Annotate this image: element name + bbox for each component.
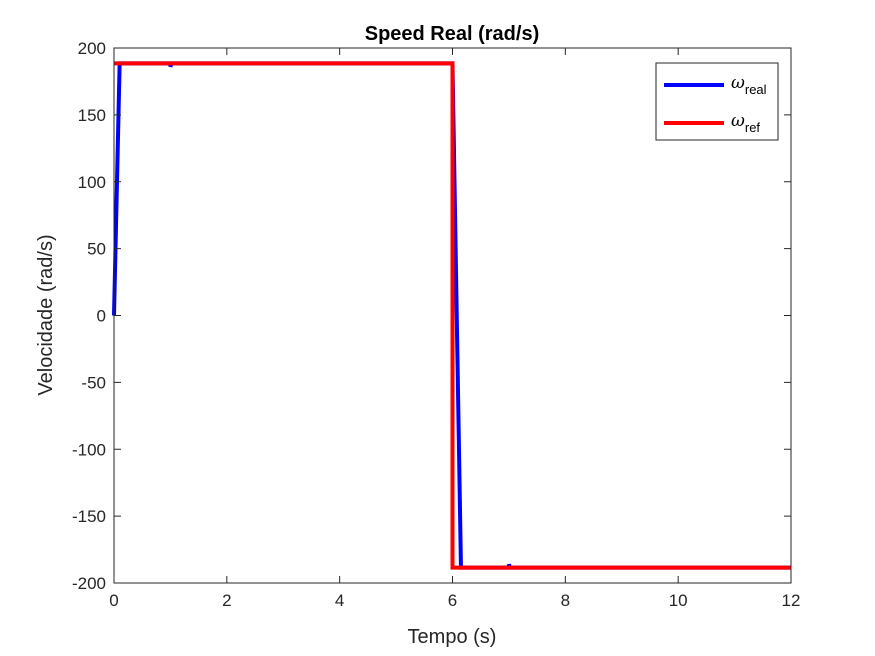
- x-tick-label: 8: [561, 591, 570, 610]
- x-tick-label: 10: [669, 591, 688, 610]
- y-tick-label: 100: [78, 173, 106, 192]
- legend-label-real: ωreal: [731, 73, 767, 97]
- y-tick-label: -150: [72, 507, 106, 526]
- y-tick-label: 50: [87, 240, 106, 259]
- series-line-ref: [114, 61, 791, 570]
- x-tick-label: 12: [782, 591, 801, 610]
- x-axis-label: Tempo (s): [408, 626, 497, 648]
- y-tick-label: -100: [72, 440, 106, 459]
- x-tick-label: 2: [222, 591, 231, 610]
- legend-box: [655, 62, 779, 141]
- y-tick-label: -200: [72, 574, 106, 593]
- x-tick-label: 6: [448, 591, 457, 610]
- ticks-layer: 0 2 4 6 8 10 12 -200 -150 -100 -50 0 50 100 150 200: [72, 39, 800, 610]
- y-axis-label: Velocidade (rad/s): [35, 234, 57, 395]
- series-layer: [112, 61, 791, 570]
- chart-title: Speed Real (rad/s): [365, 23, 540, 45]
- legend-symbol: ω: [731, 73, 745, 93]
- legend-subscript: real: [745, 82, 767, 97]
- legend-subscript: ref: [745, 120, 761, 135]
- y-tick-label: 200: [78, 39, 106, 58]
- x-tick-label: 0: [109, 591, 118, 610]
- y-tick-label: 0: [97, 307, 106, 326]
- legend-label-ref: ωref: [731, 111, 760, 135]
- y-tick-label: 150: [78, 106, 106, 125]
- y-tick-label: -50: [81, 373, 106, 392]
- legend-symbol: ω: [731, 111, 745, 131]
- x-tick-label: 4: [335, 591, 344, 610]
